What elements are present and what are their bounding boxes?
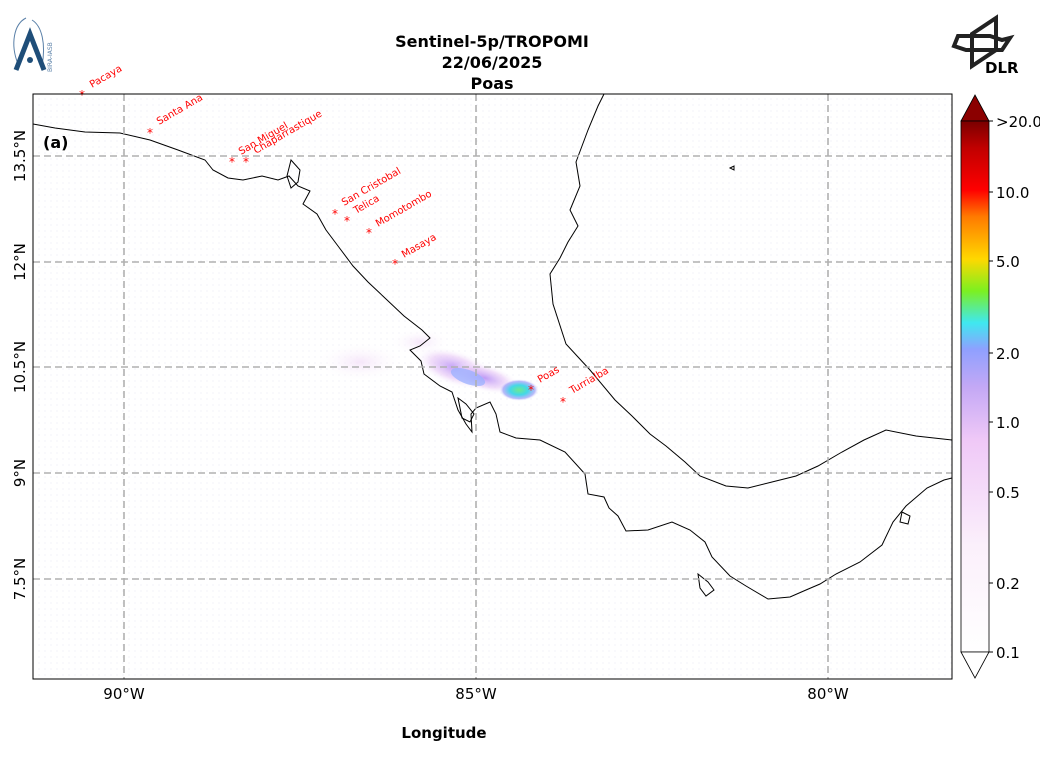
volcano-marker: * (344, 214, 350, 228)
y-tick-label: 7.5°N (11, 558, 29, 601)
colorbar-tick-label: 2.0 (996, 345, 1020, 363)
chart-title: Sentinel-5p/TROPOMI (395, 32, 589, 51)
y-tick-label: 9°N (11, 459, 29, 487)
x-tick-label: 90°W (103, 685, 145, 703)
volcano-marker: * (79, 88, 85, 102)
x-axis-label: Longitude (401, 724, 487, 742)
chart-date: 22/06/2025 (441, 53, 543, 72)
y-tick-label: 12°N (11, 243, 29, 281)
x-tick-label: 80°W (807, 685, 849, 703)
volcano-marker: * (528, 383, 534, 397)
colorbar-scale (960, 120, 990, 653)
y-tick-label: 13.5°N (11, 130, 29, 182)
colorbar-tick-label: 1.0 (996, 414, 1020, 432)
gridlines (33, 94, 952, 679)
colorbar-tick-label: 0.2 (996, 575, 1020, 593)
dlr-logo (951, 14, 1015, 70)
colorbar-tick-label: 0.5 (996, 484, 1020, 502)
volcano-marker: * (560, 395, 566, 409)
panel-label: (a) (43, 133, 68, 152)
x-tick-label: 85°W (455, 685, 497, 703)
volcano-marker: * (366, 226, 372, 240)
colorbar-tick-label: 0.1 (996, 644, 1020, 662)
colorbar-tick-label: 5.0 (996, 253, 1020, 271)
dlr-logo-text: DLR (985, 59, 1019, 77)
colorbar-extend-max (960, 94, 990, 122)
y-tick-label: 10.5°N (11, 341, 29, 393)
map-frame (32, 93, 953, 680)
chart-subtitle: Poas (470, 74, 514, 93)
bira-logo-text: BIRA-IASB (47, 42, 54, 72)
volcano-marker: * (332, 207, 338, 221)
colorbar-tick-label: >20.0 (996, 113, 1040, 131)
colorbar-tick-label: 10.0 (996, 184, 1029, 202)
volcano-marker: * (243, 155, 249, 169)
bira-iasb-logo: BIRA-IASB (13, 17, 54, 72)
volcano-marker: * (392, 257, 398, 271)
volcano-marker: * (147, 126, 153, 140)
coastlines (33, 94, 952, 600)
volcano-marker: * (229, 155, 235, 169)
volcano-label: Pacaya (88, 63, 124, 90)
colorbar: >20.0 10.0 5.0 2.0 1.0 0.5 0.2 0.1 (960, 94, 1040, 679)
colorbar-extend-min (960, 651, 990, 679)
so2-plume (315, 328, 539, 401)
